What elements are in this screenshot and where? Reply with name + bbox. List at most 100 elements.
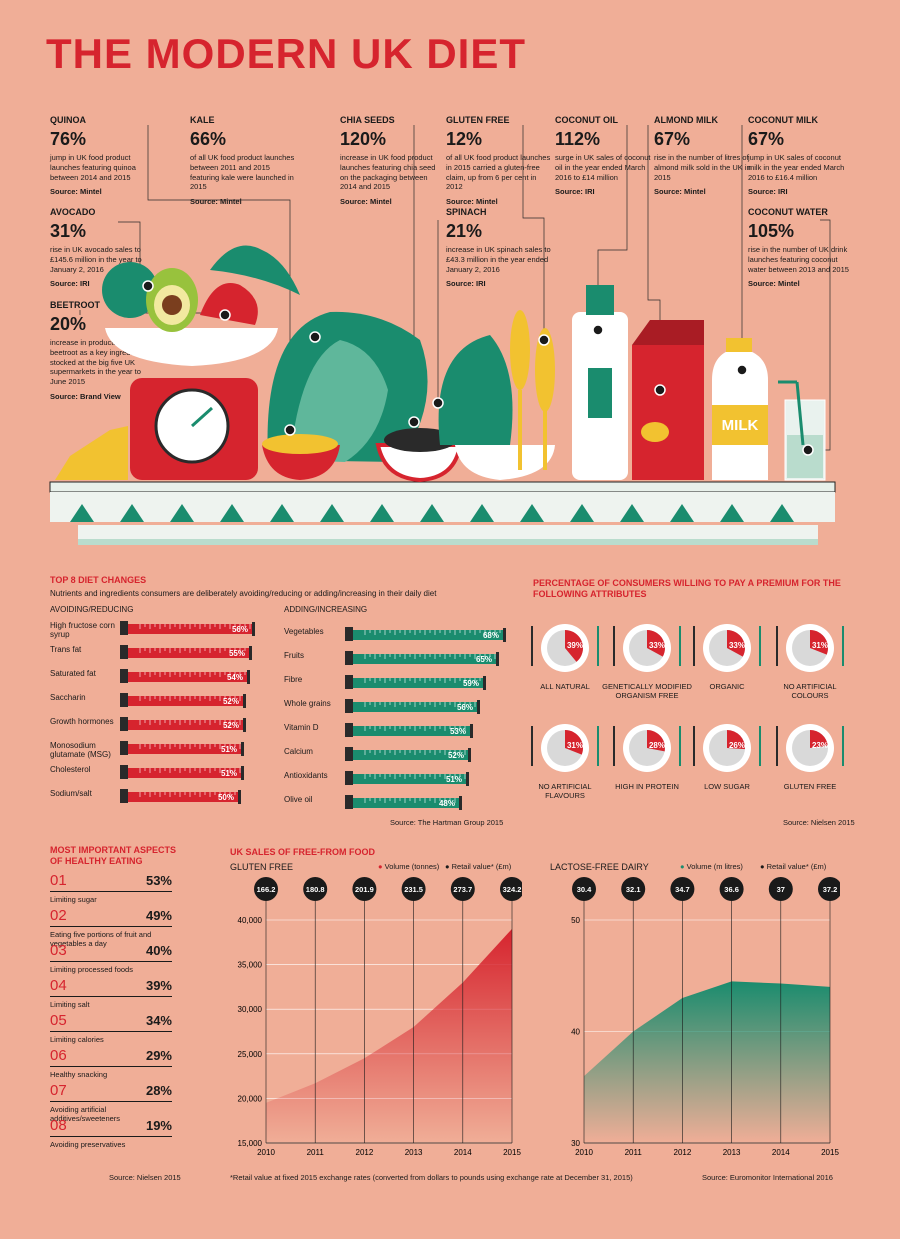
stat-desc: jump in UK food product launches featuri… <box>50 153 136 182</box>
aspects-title: MOST IMPORTANT ASPECTS OF HEALTHY EATING <box>50 845 176 867</box>
aspects-source: Source: Nielsen 2015 <box>109 1173 181 1182</box>
aspect-label: Limiting sugar <box>50 895 97 904</box>
bar-label: Antioxidants <box>284 771 328 780</box>
retail-value-label: 30.4 <box>577 885 592 894</box>
knife-icon <box>597 626 599 666</box>
retail-value-marker <box>254 877 278 901</box>
stat-src: Source: Mintel <box>190 197 242 207</box>
aspect-number: 05 <box>50 1012 67 1029</box>
fork-icon <box>613 726 615 766</box>
stat-desc: rise in the number of litres of almond m… <box>654 153 751 182</box>
area-volume <box>584 981 830 1143</box>
pie-label: GENETICALLY MODIFIED ORGANISM FREE <box>602 682 692 701</box>
stat-desc: rise in UK avocado sales to £145.6 milli… <box>50 245 142 274</box>
bar-label: Fibre <box>284 675 303 684</box>
tape-bar: 55% <box>120 645 252 660</box>
stat-pct: 31% <box>50 220 87 241</box>
tape-end <box>241 742 244 756</box>
tape-bar: 48% <box>345 795 462 810</box>
bar-label: Monosodium glutamate (MSG) <box>50 741 111 760</box>
knife-icon <box>842 626 844 666</box>
tape-cap <box>345 675 353 689</box>
aspect-number: 04 <box>50 977 67 994</box>
avoid-title: AVOIDING/REDUCING <box>50 605 134 614</box>
bar-value-label: 65% <box>476 655 492 664</box>
tape-end <box>496 652 499 666</box>
sales-source: Source: Euromonitor International 2016 <box>702 1173 833 1182</box>
tape-bar: 52% <box>120 717 246 732</box>
pie-plate: 28% <box>613 724 681 772</box>
lactose-free-chart: 30 40 50 2010 30.4 2011 32.1 2012 34.7 2013 36.6 20… <box>571 877 840 1157</box>
pie-slice <box>565 630 583 662</box>
bar <box>353 798 459 808</box>
connector-dots <box>142 280 814 456</box>
bar <box>353 678 483 688</box>
fork-icon <box>776 726 778 766</box>
stat-desc: rise in the number of UK drink launches … <box>748 245 849 274</box>
stat-desc: jump in UK sales of coconut milk in the … <box>748 153 845 182</box>
bar-label: High fructose corn syrup <box>50 621 115 640</box>
fork-icon <box>776 626 778 666</box>
stat-block: COCONUT WATER 105% rise in the number of U… <box>748 207 853 289</box>
bar-label: Growth hormones <box>50 717 114 726</box>
tape-cap <box>345 627 353 641</box>
tape-cap <box>120 789 128 803</box>
y-tick-label: 30 <box>571 1139 580 1148</box>
retail-value-marker <box>572 877 596 901</box>
aspect-number: 08 <box>50 1117 67 1134</box>
stat-src: Source: IRI <box>555 187 595 197</box>
retail-value-marker <box>719 877 744 901</box>
stat-pct: 66% <box>190 128 227 149</box>
stat-name: KALE <box>190 115 215 125</box>
stat-name: ALMOND MILK <box>654 115 718 125</box>
bar-value-label: 52% <box>448 751 464 760</box>
pie-slice <box>647 630 665 657</box>
bar-label: Fruits <box>284 651 304 660</box>
tape-bar: 51% <box>345 771 469 786</box>
pie-plate: 26% <box>693 724 761 772</box>
stat-desc: increase in UK spinach sales to £43.3 mi… <box>446 245 551 274</box>
stat-pct: 21% <box>446 220 483 241</box>
legend-dot-icon: ● <box>445 862 450 871</box>
pie-value-label: 39% <box>567 641 583 650</box>
stat-block: KALE 66% of all UK food product launches b… <box>190 115 295 207</box>
retail-value-marker <box>450 877 475 901</box>
aspect-label: Limiting calories <box>50 1035 104 1044</box>
knife-icon <box>597 726 599 766</box>
stat-pct: 105% <box>748 220 795 241</box>
stat-pct: 76% <box>50 128 87 149</box>
bar <box>128 672 247 682</box>
stat-name: GLUTEN FREE <box>446 115 510 125</box>
bar <box>353 654 496 664</box>
pie-slice <box>647 730 665 752</box>
milk-label: MILK <box>722 417 759 434</box>
beetroot <box>200 283 258 325</box>
stat-src: Source: Mintel <box>748 279 800 289</box>
retail-value-marker <box>352 877 377 901</box>
bar-label: Saturated fat <box>50 669 96 678</box>
stat-block: COCONUT OIL 112% surge in UK sales of coco… <box>555 115 660 197</box>
y-tick-label: 40,000 <box>238 916 263 925</box>
tape-end <box>466 772 469 786</box>
stat-block: QUINOA 76% jump in UK food product launche… <box>50 115 155 197</box>
retail-value-label: 324.2 <box>503 885 522 894</box>
pie-label: ORGANIC <box>709 682 745 691</box>
diet-source: Source: The Hartman Group 2015 <box>390 818 504 827</box>
pie-plate: 33% <box>693 624 761 672</box>
x-tick-label: 2015 <box>503 1148 521 1157</box>
pie-plate: 23% <box>776 724 844 772</box>
aspect-number: 01 <box>50 872 67 889</box>
y-tick-label: 30,000 <box>238 1005 263 1014</box>
bar-value-label: 48% <box>439 799 455 808</box>
gluten-free-chart: 15,000 20,000 25,000 30,000 35,000 40,000 2010… <box>238 877 522 1157</box>
tape-cap <box>120 693 128 707</box>
tape-cap <box>120 621 128 635</box>
bar <box>128 696 243 706</box>
bar <box>128 648 249 658</box>
tape-end <box>249 646 252 660</box>
stat-pct: 112% <box>555 128 601 149</box>
stat-desc: surge in UK sales of coconut oil in the … <box>555 153 651 182</box>
pie-label: GLUTEN FREE <box>783 782 837 791</box>
stat-pct: 20% <box>50 313 87 334</box>
bar-value-label: 51% <box>221 769 237 778</box>
